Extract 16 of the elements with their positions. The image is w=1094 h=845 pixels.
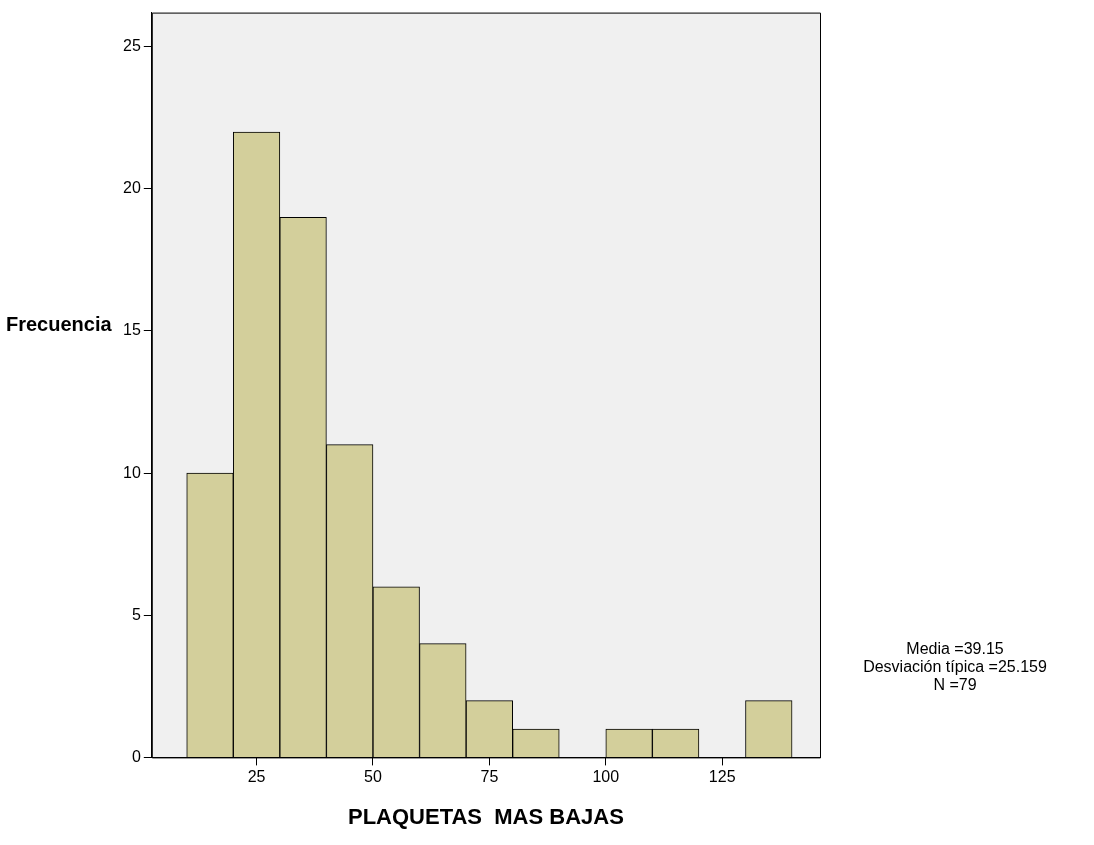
text: N =79 (932, 676, 978, 694)
x-tick-label: 125 (708, 768, 736, 786)
y-tick-label: 20 (123, 179, 141, 197)
y-tick-label: 0 (131, 747, 141, 765)
x-tick-label: 25 (247, 768, 266, 786)
text: Media =39.15 (905, 640, 1005, 658)
y-tick-label: 15 (123, 321, 141, 339)
y-tick-label: 10 (123, 463, 141, 481)
y-tick-label: 5 (131, 605, 141, 623)
y-axis-title: Frecuencia (6, 312, 113, 335)
text: Desviación típica =25.159 (862, 658, 1048, 676)
x-tick-label: 75 (480, 768, 499, 786)
x-tick-label: 100 (592, 768, 620, 786)
y-tick-label: 25 (123, 37, 141, 55)
x-tick-label: 50 (364, 768, 382, 786)
x-axis-title: PLAQUETAS MAS BAJAS (347, 803, 624, 829)
